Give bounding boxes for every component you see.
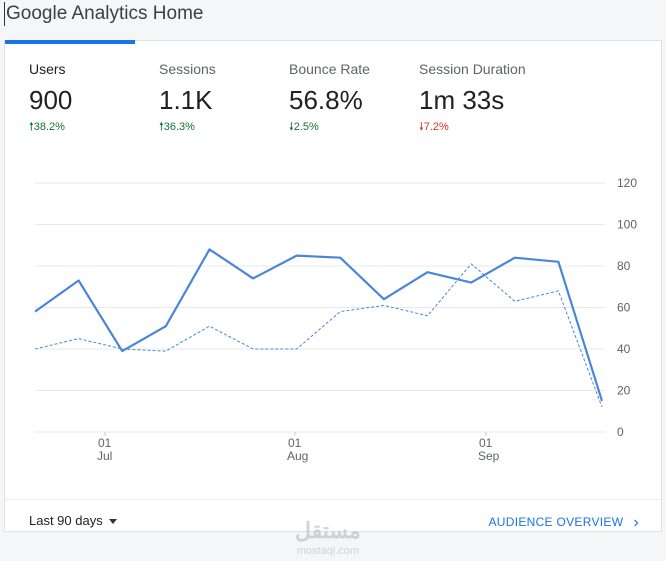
metric-value: 56.8%: [289, 85, 363, 115]
y-tick-label: 0: [617, 425, 624, 439]
y-tick-label: 60: [617, 301, 631, 315]
y-tick-label: 40: [617, 342, 631, 356]
x-tick-label-day: 01: [98, 436, 112, 450]
analytics-card: Users 900 🠕38.2% Sessions 1.1K 🠕36.3% Bo…: [4, 40, 662, 557]
y-tick-label: 120: [617, 176, 637, 190]
metric-change: 🠕36.3%: [159, 121, 195, 133]
x-tick-label-day: 01: [479, 436, 493, 450]
metric-change: 🠗7.2%: [419, 121, 449, 133]
metric-value: 1m 33s: [419, 85, 505, 115]
chevron-right-icon: ›: [633, 514, 639, 531]
metric-label: Session Duration: [419, 61, 526, 77]
x-tick-label-day: 01: [288, 436, 302, 450]
arrow-up-icon: 🠕: [159, 121, 164, 133]
arrow-up-icon: 🠕: [29, 121, 34, 133]
metric-label: Bounce Rate: [289, 61, 370, 77]
audience-overview-label: AUDIENCE OVERVIEW: [488, 515, 624, 529]
metric-change: 🠗2.5%: [289, 121, 319, 133]
date-range-dropdown[interactable]: Last 90 days: [29, 513, 117, 528]
y-tick-label: 100: [617, 218, 637, 232]
arrow-down-icon: 🠗: [289, 121, 294, 133]
page-title: Google Analytics Home: [4, 2, 204, 26]
y-tick-label: 20: [617, 384, 631, 398]
audience-overview-link[interactable]: AUDIENCE OVERVIEW ›: [488, 514, 639, 532]
active-tab-indicator: [5, 40, 135, 44]
metric-tab-users[interactable]: Users 900 🠕38.2%: [29, 61, 72, 137]
metric-tab-bounce-rate[interactable]: Bounce Rate 56.8% 🠗2.5%: [289, 61, 370, 137]
metric-label: Sessions: [159, 61, 216, 77]
watermark-logo: مستقل mostaql.com: [295, 518, 361, 558]
series-line-previous: [34, 263, 603, 408]
x-tick-label-month: Jul: [97, 449, 112, 463]
x-tick-label-month: Aug: [287, 449, 308, 463]
y-tick-label: 80: [617, 259, 631, 273]
date-range-label: Last 90 days: [29, 513, 103, 528]
series-line-current: [34, 248, 604, 402]
x-tick-label-month: Sep: [478, 449, 500, 463]
metric-label: Users: [29, 61, 66, 77]
footer-divider: [5, 499, 661, 500]
metric-change: 🠕38.2%: [29, 121, 65, 133]
arrow-down-icon: 🠗: [419, 121, 424, 133]
metric-tab-sessions[interactable]: Sessions 1.1K 🠕36.3%: [159, 61, 216, 137]
caret-down-icon: [108, 519, 117, 525]
metric-tab-session-duration[interactable]: Session Duration 1m 33s 🠗7.2%: [419, 61, 526, 137]
metric-value: 1.1K: [159, 85, 213, 115]
metric-value: 900: [29, 85, 73, 115]
